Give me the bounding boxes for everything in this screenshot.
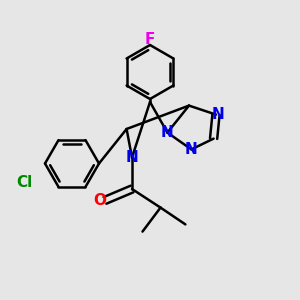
Text: N: N — [185, 142, 198, 157]
Text: Cl: Cl — [16, 175, 33, 190]
Text: O: O — [93, 193, 106, 208]
Text: N: N — [161, 125, 174, 140]
Text: F: F — [145, 32, 155, 47]
Text: N: N — [126, 150, 138, 165]
Text: N: N — [212, 107, 225, 122]
